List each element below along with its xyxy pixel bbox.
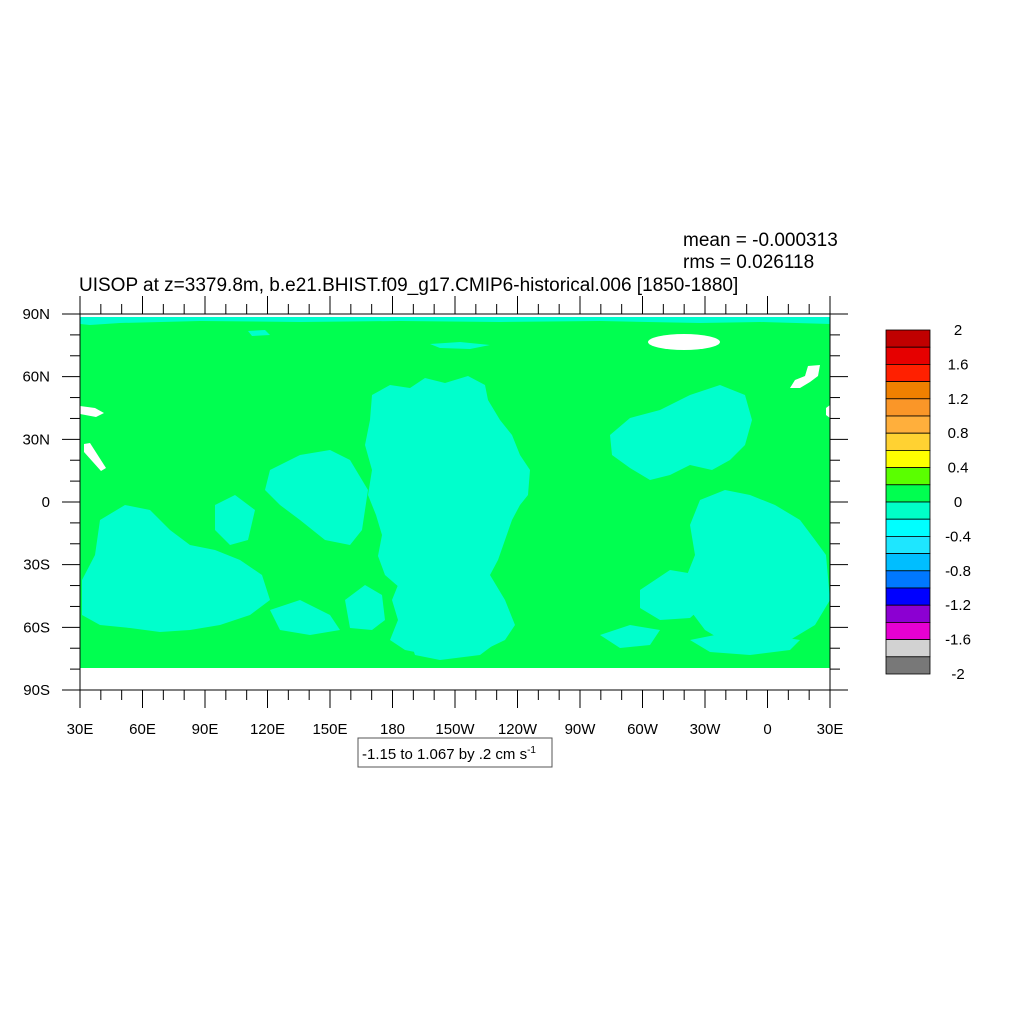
colorbar-label: 0: [954, 494, 962, 511]
x-tick-label: 30W: [690, 721, 722, 738]
contour-info-superscript: -1: [527, 745, 536, 756]
y-tick-label: 0: [42, 494, 50, 511]
southern-ocean-band: [600, 625, 660, 648]
colorbar-box: [885, 467, 931, 486]
arctic-patch: [248, 330, 270, 336]
colorbar-box: [885, 346, 931, 365]
colorbar-label: -1.2: [945, 597, 971, 614]
colorbar-label: -2: [951, 666, 964, 683]
colorbar-label: -1.6: [945, 632, 971, 649]
colorbar-box: [885, 604, 931, 623]
colorbar-box: [885, 553, 931, 572]
arctic-patch: [430, 342, 490, 349]
colorbar-box: [885, 381, 931, 400]
contour-info-text: -1.15 to 1.067 by .2 cm s-1: [362, 745, 536, 763]
colorbar-label: -0.8: [945, 563, 971, 580]
rms-stat: rms = 0.026118: [683, 252, 814, 273]
colorbar-box: [885, 639, 931, 658]
axis-ticks: [62, 296, 848, 708]
x-tick-label: 150W: [435, 721, 475, 738]
x-tick-label: 60W: [627, 721, 659, 738]
colorbar-box: [885, 501, 931, 520]
axis-labels: 30E 60E 90E 120E 150E 180 150W 120W 90W 60W 30W 0 30…: [22, 306, 843, 738]
contour-info-box: [357, 737, 553, 768]
colorbar-label: 0.4: [948, 460, 969, 477]
contour-field: [80, 317, 830, 668]
x-tick-label: 60E: [129, 721, 156, 738]
pacific-west-blob: [265, 450, 368, 545]
y-tick-label: 90N: [22, 306, 50, 323]
contour-info-main: -1.15 to 1.067 by .2 cm s: [362, 746, 527, 763]
missing-data-patch: [84, 443, 106, 471]
missing-data-patch: [790, 365, 820, 388]
missing-data-patch: [80, 406, 104, 417]
colorbar-box: [885, 363, 931, 382]
atlantic-south-blob: [685, 490, 830, 650]
colorbar-box: [885, 518, 931, 537]
colorbar-box: [885, 415, 931, 434]
x-tick-label: 90E: [192, 721, 219, 738]
y-tick-label: 60N: [22, 369, 50, 386]
southern-ocean-band: [410, 628, 500, 660]
colorbar-box: [885, 432, 931, 451]
missing-data-patch: [826, 405, 830, 418]
colorbar-label: 0.8: [948, 425, 969, 442]
colorbar-box: [885, 656, 931, 675]
missing-data-patch: [648, 334, 720, 350]
colorbar-label: 1.2: [948, 391, 969, 408]
y-tick-label: 60S: [23, 619, 50, 636]
plot-title: UISOP at z=3379.8m, b.e21.BHIST.f09_g17.…: [79, 275, 738, 296]
missing-data-regions: [80, 334, 830, 471]
x-tick-label: 30E: [67, 721, 94, 738]
southern-ocean-band: [690, 632, 800, 655]
colorbar: 2 1.6 1.2 0.8 0.4 0 -0.4 -0.8 -1.2 -1.6 -2: [885, 322, 971, 683]
colorbar-label: 2: [954, 322, 962, 339]
south-pacific-blob: [345, 585, 385, 630]
southern-ocean-band: [270, 600, 340, 635]
x-tick-label: 0: [763, 721, 771, 738]
x-tick-label: 120W: [498, 721, 538, 738]
colorbar-box: [885, 587, 931, 606]
pacific-north-blob: [365, 376, 530, 590]
x-tick-label: 180: [380, 721, 405, 738]
indian-ocean-east: [215, 495, 255, 545]
colorbar-box: [885, 449, 931, 468]
x-tick-label: 150E: [312, 721, 347, 738]
indian-ocean-blob: [82, 505, 270, 632]
colorbar-box: [885, 536, 931, 555]
colorbar-box: [885, 622, 931, 641]
colorbar-box: [885, 570, 931, 589]
colorbar-label: -0.4: [945, 528, 971, 545]
y-tick-label: 30N: [22, 431, 50, 448]
colorbar-box: [885, 484, 931, 503]
y-tick-label: 30S: [23, 557, 50, 574]
y-tick-label: 90S: [23, 682, 50, 699]
arctic-band: [80, 317, 830, 325]
atlantic-arm: [640, 570, 710, 620]
negative-contour-regions: [80, 317, 830, 660]
atlantic-north-blob: [610, 385, 752, 480]
x-tick-label: 120E: [250, 721, 285, 738]
colorbar-box: [885, 398, 931, 417]
colorbar-label: 1.6: [948, 356, 969, 373]
mean-stat: mean = -0.000313: [683, 230, 838, 251]
colorbar-box: [885, 329, 931, 348]
x-tick-label: 90W: [565, 721, 597, 738]
x-tick-label: 30E: [817, 721, 844, 738]
